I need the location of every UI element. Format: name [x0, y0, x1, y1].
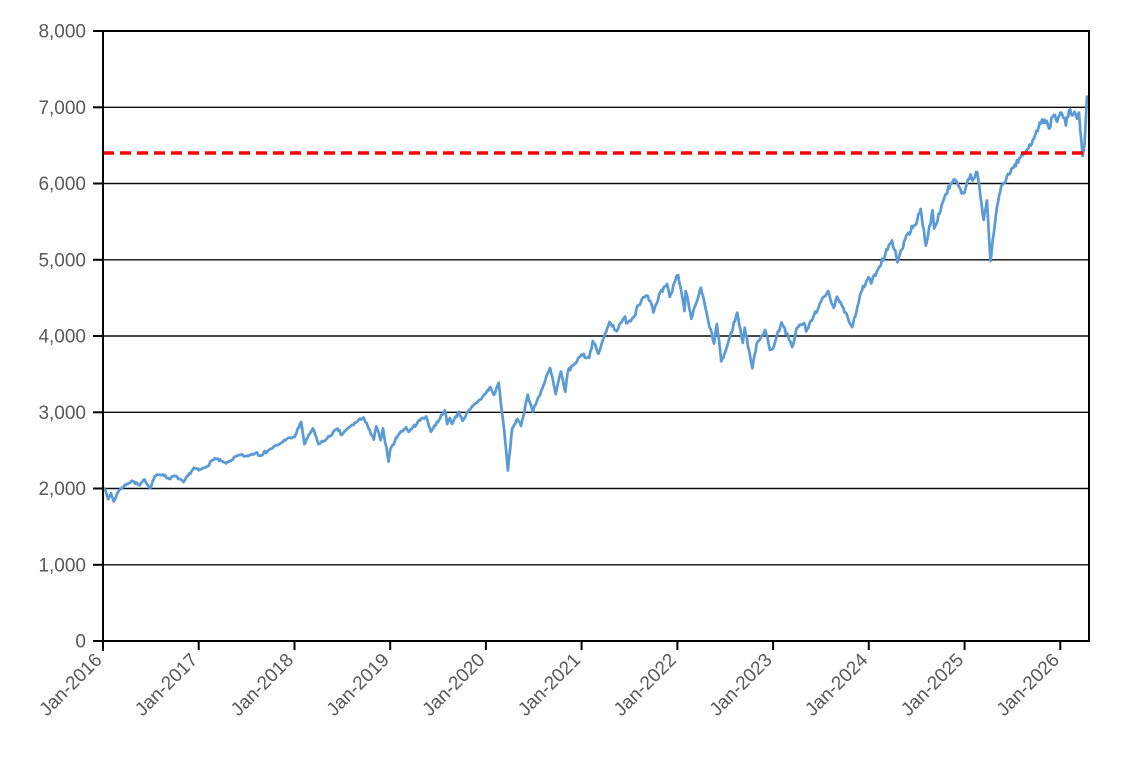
x-axis-label: Jan-2018 — [227, 650, 298, 721]
x-axis-label: Jan-2021 — [514, 650, 585, 721]
y-axis-label: 4,000 — [38, 326, 86, 347]
y-axis-label: 7,000 — [38, 98, 86, 119]
x-axis-label: Jan-2025 — [897, 650, 968, 721]
x-axis-label: Jan-2024 — [801, 649, 872, 720]
x-axis-label: Jan-2019 — [323, 650, 394, 721]
x-axis-label: Jan-2026 — [993, 650, 1064, 721]
y-axis-label: 6,000 — [38, 174, 86, 195]
y-axis-label: 0 — [75, 631, 86, 652]
x-axis-label: Jan-2023 — [706, 650, 777, 721]
y-axis-label: 3,000 — [38, 403, 86, 424]
x-axis-label: Jan-2016 — [36, 650, 107, 721]
x-axis-label: Jan-2020 — [419, 650, 490, 721]
x-axis-label: Jan-2017 — [131, 650, 202, 721]
y-axis-label: 1,000 — [38, 555, 86, 576]
index-series-line — [101, 95, 1089, 503]
x-axis-label: Jan-2022 — [610, 650, 681, 721]
y-axis-label: 8,000 — [38, 21, 86, 42]
y-axis-label: 5,000 — [38, 250, 86, 271]
y-axis-label: 2,000 — [38, 479, 86, 500]
